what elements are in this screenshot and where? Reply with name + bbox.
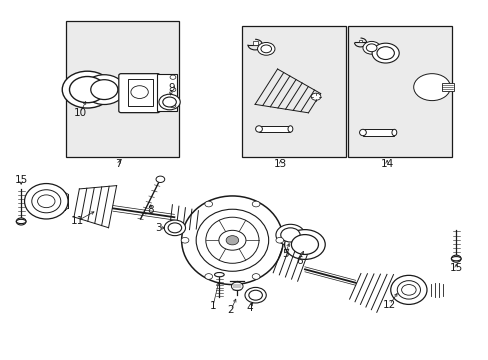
Circle shape <box>366 44 376 52</box>
Circle shape <box>252 274 260 279</box>
Text: 15: 15 <box>448 263 462 273</box>
Circle shape <box>261 45 271 53</box>
Circle shape <box>219 230 245 250</box>
Circle shape <box>204 274 212 279</box>
Ellipse shape <box>390 275 426 305</box>
Text: 9: 9 <box>168 83 175 93</box>
Circle shape <box>168 223 181 233</box>
Bar <box>348 26 451 157</box>
Text: 8: 8 <box>146 205 153 215</box>
Ellipse shape <box>450 257 460 261</box>
Circle shape <box>362 41 380 54</box>
Circle shape <box>291 235 318 255</box>
Ellipse shape <box>396 281 420 299</box>
Circle shape <box>450 255 460 262</box>
Bar <box>362 129 393 136</box>
Circle shape <box>275 238 283 243</box>
Circle shape <box>170 75 176 79</box>
Ellipse shape <box>32 190 61 213</box>
Text: 1: 1 <box>209 301 216 311</box>
Ellipse shape <box>255 126 262 132</box>
Circle shape <box>170 103 176 108</box>
Ellipse shape <box>359 129 366 136</box>
Circle shape <box>164 220 185 236</box>
Circle shape <box>231 282 243 291</box>
Bar <box>441 83 453 91</box>
Circle shape <box>252 201 260 207</box>
Text: 7: 7 <box>115 159 122 169</box>
Bar <box>252 41 257 45</box>
Circle shape <box>371 43 398 63</box>
Bar <box>242 26 346 157</box>
Circle shape <box>413 74 449 100</box>
Ellipse shape <box>196 209 268 271</box>
Circle shape <box>163 97 176 107</box>
Circle shape <box>284 230 325 260</box>
Circle shape <box>159 94 180 110</box>
Circle shape <box>244 287 265 303</box>
Bar <box>259 126 290 132</box>
Text: 15: 15 <box>15 175 28 185</box>
Polygon shape <box>157 74 177 111</box>
Circle shape <box>248 290 262 300</box>
Circle shape <box>376 47 393 59</box>
Circle shape <box>310 93 320 100</box>
Circle shape <box>84 75 124 104</box>
Circle shape <box>257 42 274 55</box>
Text: 6: 6 <box>295 256 302 266</box>
Bar <box>358 40 362 42</box>
Circle shape <box>170 87 176 92</box>
Text: 14: 14 <box>380 159 393 169</box>
Circle shape <box>401 284 415 295</box>
Circle shape <box>225 236 238 245</box>
Text: 4: 4 <box>246 303 253 312</box>
Circle shape <box>275 224 305 246</box>
Circle shape <box>91 80 118 100</box>
Ellipse shape <box>391 129 396 136</box>
Ellipse shape <box>214 273 224 277</box>
Ellipse shape <box>181 196 283 284</box>
Text: 11: 11 <box>71 216 84 226</box>
Circle shape <box>280 228 300 242</box>
Ellipse shape <box>287 126 292 132</box>
Circle shape <box>62 71 112 108</box>
Text: 3: 3 <box>155 223 162 233</box>
Bar <box>65 21 179 157</box>
Circle shape <box>69 77 105 103</box>
Circle shape <box>131 86 148 99</box>
Circle shape <box>181 238 188 243</box>
Text: 10: 10 <box>73 108 86 118</box>
Text: 12: 12 <box>382 300 395 310</box>
Circle shape <box>38 195 55 208</box>
Text: 2: 2 <box>227 305 234 315</box>
Circle shape <box>16 218 26 225</box>
FancyBboxPatch shape <box>119 74 160 113</box>
Bar <box>128 79 152 105</box>
Ellipse shape <box>16 219 26 224</box>
Ellipse shape <box>205 217 259 263</box>
Circle shape <box>156 176 164 183</box>
Circle shape <box>204 201 212 207</box>
Ellipse shape <box>24 184 68 219</box>
Text: 13: 13 <box>274 159 287 169</box>
Text: 5: 5 <box>281 249 288 260</box>
